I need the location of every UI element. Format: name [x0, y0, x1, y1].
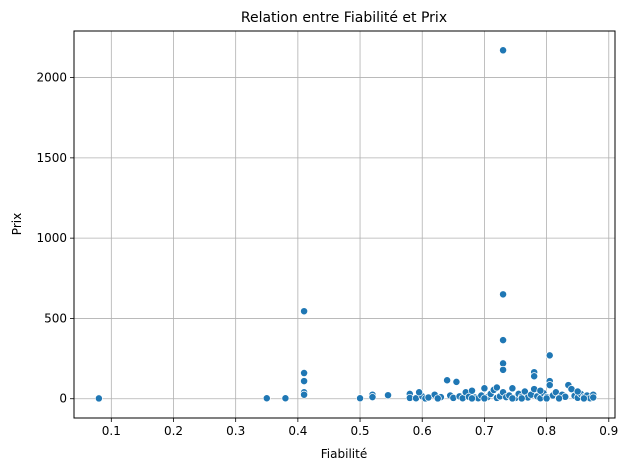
- x-tick-label: 0.7: [475, 424, 494, 438]
- x-tick-label: 0.9: [599, 424, 618, 438]
- data-point: [281, 394, 290, 403]
- x-axis-label: Fiabilité: [321, 447, 367, 461]
- x-tick-label: 0.5: [350, 424, 369, 438]
- data-point: [499, 46, 508, 55]
- data-point: [499, 336, 508, 345]
- data-point: [300, 369, 309, 377]
- data-point: [452, 377, 461, 386]
- data-point: [545, 381, 554, 390]
- y-tick-label: 1000: [36, 231, 67, 245]
- data-point: [443, 376, 452, 385]
- data-point: [555, 394, 563, 403]
- data-point: [589, 393, 598, 402]
- data-point: [499, 365, 508, 374]
- y-tick-label: 1500: [36, 151, 67, 165]
- x-tick-label: 0.3: [226, 424, 245, 438]
- x-tick-label: 0.2: [164, 424, 183, 438]
- data-point: [415, 388, 424, 397]
- data-point: [573, 387, 582, 396]
- data-point: [433, 394, 442, 403]
- data-points: [94, 46, 598, 403]
- data-point: [94, 394, 103, 403]
- data-point: [468, 394, 476, 403]
- data-point: [508, 384, 517, 393]
- data-point: [545, 351, 554, 360]
- plot-frame: [73, 30, 616, 419]
- data-point: [368, 393, 377, 402]
- x-tick-label: 0.4: [288, 424, 307, 438]
- y-tick-label: 0: [59, 392, 67, 406]
- y-tick-label: 500: [44, 311, 67, 325]
- data-point: [508, 394, 517, 403]
- data-point: [300, 307, 309, 316]
- axis-ticks: 0.1 0.2 0.3 0.4 0.5 0.6 0.7 0.8 0.9 0 500 1000 1500 2…: [36, 71, 618, 438]
- data-point: [384, 391, 392, 400]
- grid-lines: [74, 31, 615, 418]
- x-tick-label: 0.8: [537, 424, 556, 438]
- data-point: [468, 386, 476, 395]
- data-point: [536, 386, 545, 395]
- data-point: [356, 394, 364, 403]
- data-point: [300, 377, 309, 386]
- data-point: [499, 290, 508, 299]
- y-axis-label: Prix: [10, 213, 24, 235]
- x-tick-label: 0.6: [413, 424, 432, 438]
- data-point: [262, 394, 271, 403]
- data-point: [300, 390, 309, 399]
- data-point: [492, 383, 501, 392]
- data-point: [579, 394, 588, 403]
- data-point: [542, 394, 551, 403]
- data-point: [530, 372, 539, 381]
- data-point: [480, 394, 489, 403]
- chart-title: Relation entre Fiabilité et Prix: [241, 10, 447, 26]
- x-tick-label: 0.1: [102, 424, 121, 438]
- y-tick-label: 2000: [36, 71, 67, 85]
- data-point: [517, 394, 526, 403]
- data-point: [480, 384, 489, 393]
